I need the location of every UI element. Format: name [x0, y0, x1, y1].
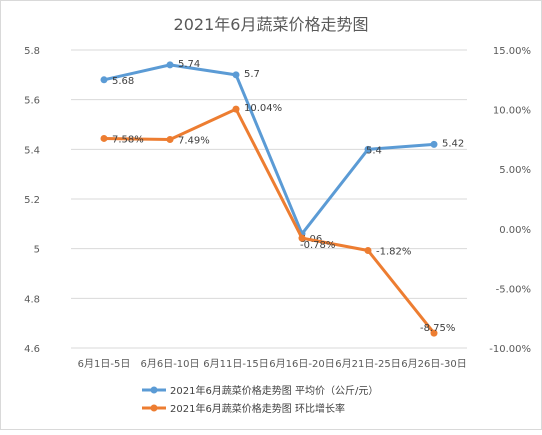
- data-point: [100, 134, 108, 142]
- right-tick-label: 5.00%: [499, 165, 531, 176]
- data-point: [364, 246, 372, 254]
- right-tick-label: 10.00%: [493, 106, 531, 117]
- x-axis-ticks: 6月1日-5日 6月6日-10日 6月11日-15日 6月16日-20日 6月21日-2…: [78, 358, 467, 370]
- left-tick-label: 5: [34, 245, 40, 256]
- data-label: 5.4: [366, 145, 382, 156]
- left-tick-label: 4.8: [24, 294, 40, 305]
- data-label: -0.78%: [300, 240, 335, 251]
- data-label: 7.58%: [112, 134, 144, 145]
- legend-marker: [150, 386, 158, 394]
- data-label: 5.68: [112, 76, 134, 87]
- x-tick-label: 6月21日-25日: [335, 358, 400, 370]
- data-point: [232, 71, 240, 79]
- x-tick-label: 6月6日-10日: [140, 358, 199, 370]
- data-point: [298, 234, 306, 242]
- data-label: -1.82%: [376, 246, 411, 257]
- left-tick-label: 5.2: [24, 195, 40, 206]
- data-point: [430, 140, 438, 148]
- left-tick-label: 5.6: [24, 96, 40, 107]
- x-tick-label: 6月11日-15日: [203, 358, 268, 370]
- x-tick-label: 6月26日-30日: [401, 358, 466, 370]
- legend: 2021年6月蔬菜价格走势图 平均价（公斤/元） 2021年6月蔬菜价格走势图 环…: [142, 384, 378, 415]
- data-label: -8.75%: [420, 323, 455, 334]
- right-tick-label: -5.00%: [496, 284, 531, 295]
- data-label: 5.7: [244, 69, 260, 80]
- data-label: 10.04%: [244, 103, 282, 114]
- data-point: [166, 136, 174, 144]
- left-tick-label: 5.4: [24, 145, 40, 156]
- legend-marker: [150, 404, 158, 412]
- data-point: [364, 145, 372, 153]
- gridlines: [71, 49, 467, 349]
- data-point: [100, 76, 108, 84]
- x-tick-label: 6月16日-20日: [269, 358, 334, 370]
- left-tick-label: 4.6: [24, 344, 40, 355]
- right-axis-ticks: 15.00% 10.00% 5.00% 0.00% -5.00% -10.00%: [489, 46, 531, 355]
- data-point: [166, 61, 174, 69]
- right-tick-label: -10.00%: [489, 344, 531, 355]
- data-label: 5.74: [178, 59, 200, 70]
- series-line: [102, 63, 436, 236]
- data-point: [232, 105, 240, 113]
- data-label: 7.49%: [178, 136, 210, 147]
- chart-title: 2021年6月蔬菜价格走势图: [174, 15, 369, 34]
- right-tick-label: 0.00%: [499, 225, 531, 236]
- legend-entry: 2021年6月蔬菜价格走势图 平均价（公斤/元）: [170, 384, 378, 397]
- data-point: [430, 329, 438, 337]
- data-label: 5.42: [442, 138, 464, 149]
- series-group: 5.685.745.75.065.45.427.58% 7.49%10.04%-0…: [100, 59, 464, 337]
- right-tick-label: 15.00%: [493, 46, 531, 57]
- left-axis-ticks: 5.8 5.6 5.4 5.2 5 4.8 4.6: [24, 46, 40, 355]
- series-line: [102, 107, 436, 335]
- left-tick-label: 5.8: [24, 46, 40, 57]
- legend-entry: 2021年6月蔬菜价格走势图 环比增长率: [170, 402, 345, 415]
- x-tick-label: 6月1日-5日: [78, 358, 131, 370]
